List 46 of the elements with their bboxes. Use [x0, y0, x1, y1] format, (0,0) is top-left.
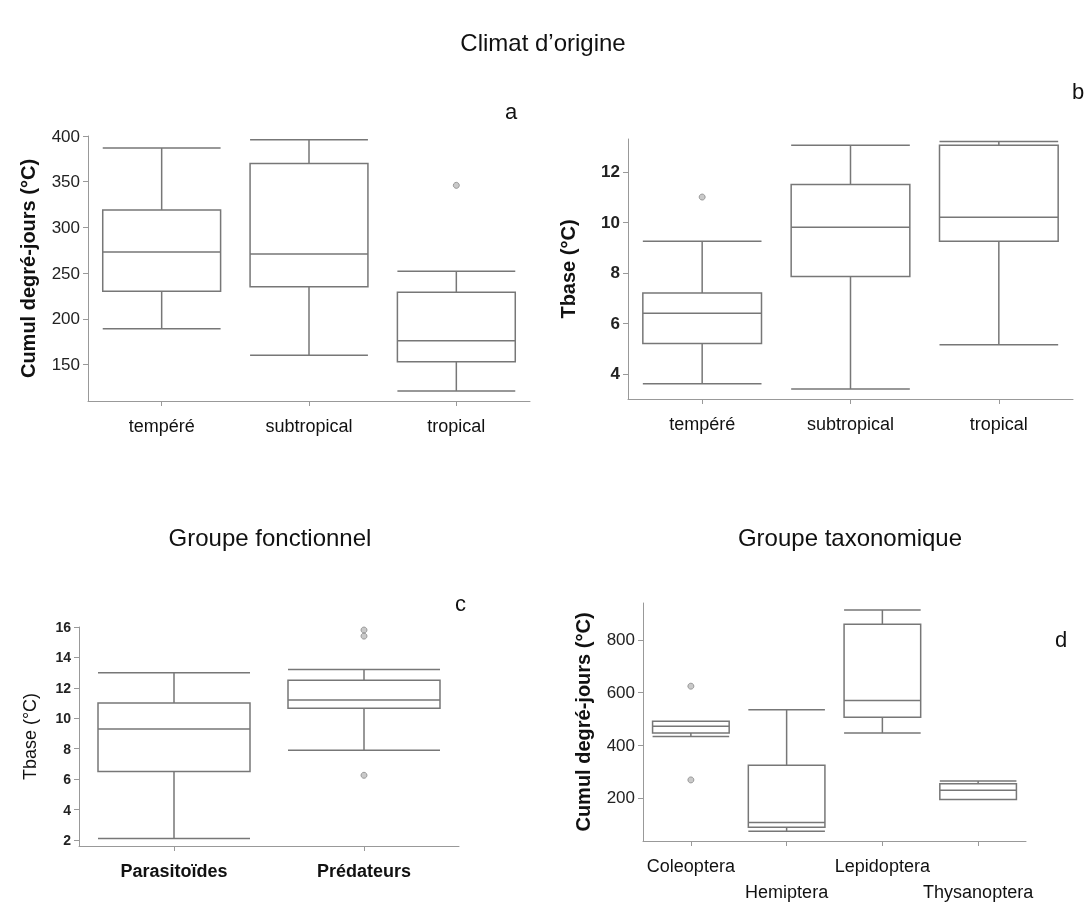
x-tick-label: subtropical [806, 414, 895, 434]
y-tick-label: 600 [606, 683, 635, 703]
y-tick-label: 200 [51, 309, 80, 329]
y-tick-label: 8 [63, 740, 72, 757]
y-tick-label: 10 [601, 212, 620, 232]
y-axis-title: Cumul degré-jours (°C) [572, 612, 594, 832]
y-tick-label: 300 [51, 217, 80, 237]
chart-title: Climat d’origine [460, 28, 626, 56]
text: b [1072, 78, 1085, 104]
y-tick-label: 12 [601, 162, 620, 182]
text: d [1055, 626, 1068, 652]
x-tick-label: tropical [427, 416, 486, 436]
x-tick-label: Coleoptera [646, 856, 736, 876]
x-tick-label: tempéré [128, 416, 195, 436]
y-axis-title: Tbase (°C) [557, 219, 579, 319]
y-tick-label: 4 [610, 364, 621, 384]
text: c [455, 590, 466, 616]
x-tick-label: subtropical [265, 416, 353, 436]
y-tick-label: 8 [610, 263, 620, 283]
x-tick-label: Hemiptera [745, 882, 830, 902]
y-tick-label: 400 [51, 126, 80, 146]
y-tick-label: 200 [606, 788, 635, 808]
y-tick-label: 12 [55, 679, 72, 696]
y-tick-label: 6 [610, 313, 620, 333]
y-axis-title: Cumul degré-jours (°C) [17, 158, 39, 379]
y-tick-label: 150 [51, 354, 80, 374]
y-tick-label: 4 [63, 801, 72, 818]
x-tick-label: Thysanoptera [923, 882, 1035, 902]
x-tick-label: tempéré [669, 414, 736, 434]
y-tick-label: 800 [606, 630, 635, 650]
y-tick-label: 250 [51, 263, 80, 283]
y-tick-label: 2 [63, 831, 72, 848]
y-tick-label: 6 [63, 771, 72, 788]
x-tick-label: Parasitoïdes [120, 861, 228, 881]
text: a [505, 98, 518, 124]
y-tick-label: 14 [55, 649, 72, 666]
chart-title: Groupe taxonomique [737, 523, 963, 551]
y-tick-label: 400 [606, 735, 635, 755]
y-tick-label: 10 [55, 710, 72, 727]
x-tick-label: Prédateurs [316, 861, 412, 881]
y-tick-label: 350 [51, 172, 80, 192]
x-tick-label: Lepidoptera [834, 856, 931, 876]
x-tick-label: tropical [969, 414, 1028, 434]
y-tick-label: 16 [55, 619, 72, 635]
y-axis-title: Tbase (°C) [20, 692, 40, 781]
chart-title: Groupe fonctionnel [168, 523, 372, 551]
